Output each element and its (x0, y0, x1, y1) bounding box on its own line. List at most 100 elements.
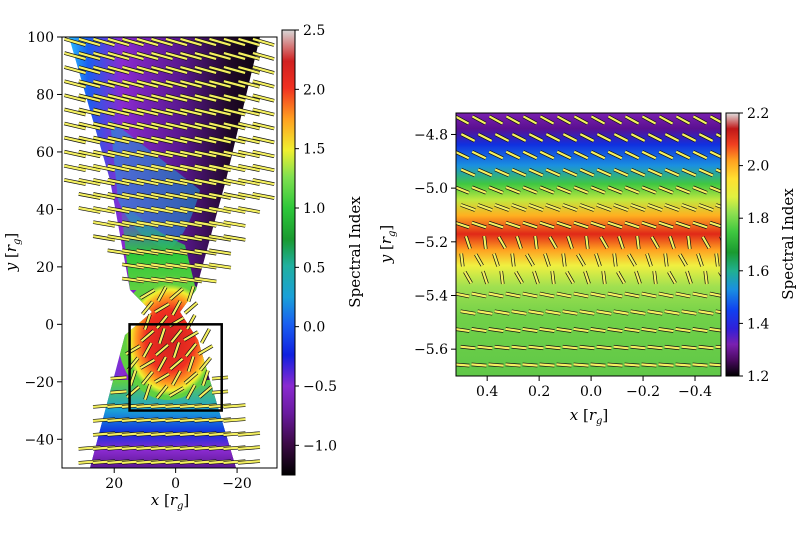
left-polarization-tick-fill (78, 37, 101, 47)
left-polarization-tick-fill (194, 206, 217, 214)
right-polarization-tick-fill (522, 115, 538, 125)
right-polarization-tick-fill (675, 221, 691, 229)
right-polarization-tick-fill (494, 310, 510, 315)
right-polarization-tick-fill (641, 292, 657, 298)
left-polarization-tick-fill (110, 376, 127, 380)
left-polarization-tick-fill (208, 263, 232, 269)
left-polarization-tick-fill (107, 66, 130, 74)
right-polarization-tick-fill (594, 253, 602, 267)
left-y-tick-label: −40 (24, 432, 54, 448)
left-polarization-tick-fill (194, 235, 217, 241)
right-polarization-tick-fill (596, 203, 612, 212)
left-polarization-tick-fill (78, 94, 101, 102)
right-y-axis-label: y [rg] (377, 225, 398, 265)
left-polarization-tick-fill (194, 221, 217, 227)
right-polarization-tick-fill (471, 115, 487, 125)
right-polarization-tick-fill (675, 363, 691, 367)
left-colorbar-tick-label: 0.0 (303, 320, 325, 336)
right-polarization-tick-fill (647, 203, 663, 212)
left-polarization-tick-fill (237, 432, 261, 436)
left-polarization-tick-fill (140, 329, 155, 343)
left-x-tick-label: 20 (105, 476, 123, 492)
left-polarization-tick-fill (136, 249, 159, 255)
left-polarization-tick-fill (78, 192, 101, 200)
left-polarization-tick-fill (136, 136, 159, 144)
right-polarization-tick-fill (658, 186, 674, 194)
right-polarization-tick-fill (698, 133, 714, 142)
left-polarization-tick (180, 475, 202, 477)
left-polarization-tick-fill (78, 136, 101, 144)
left-polarization-tick-fill (180, 80, 202, 88)
left-polarization-tick-fill (136, 235, 159, 241)
left-polarization-tick-fill (223, 122, 246, 130)
left-polarization-tick-fill (252, 94, 275, 102)
left-polarization-tick-fill (93, 122, 115, 130)
left-polarization-tick-fill (136, 150, 159, 158)
left-polarization-tick-fill (78, 164, 101, 172)
right-polarization-tick-fill (658, 221, 674, 229)
left-y-tick-label: −20 (24, 375, 54, 391)
left-polarization-tick-fill (151, 136, 173, 144)
left-polarization-tick-fill (165, 164, 188, 172)
left-polarization-tick-fill (92, 206, 116, 214)
left-polarization-tick-fill (238, 122, 260, 130)
left-polarization-tick-fill (180, 94, 202, 102)
right-polarization-tick-fill (551, 270, 555, 285)
left-polarization-tick-fill (238, 51, 260, 61)
left-colorbar-tick-label: −1.0 (303, 438, 337, 454)
left-polarization-tick-fill (179, 206, 203, 214)
left-polarization-tick-fill (165, 178, 188, 186)
right-polarization-tick-fill (477, 203, 493, 212)
left-polarization-tick-fill (211, 376, 229, 380)
left-axes-frame (61, 36, 278, 469)
right-polarization-tick-fill (522, 327, 538, 333)
left-polarization-tick-fill (180, 37, 202, 47)
right-polarization-tick-fill (528, 168, 544, 177)
left-polarization-tick-fill (171, 300, 182, 316)
left-polarization-tick-fill (223, 235, 246, 241)
right-polarization-tick-fill (630, 310, 646, 315)
right-polarization-tick-fill (488, 292, 504, 298)
right-polarization-tick-fill (460, 203, 476, 212)
left-polarization-tick-fill (253, 475, 275, 477)
right-colorbar-tick-label: 2.2 (747, 106, 769, 122)
right-polarization-tick-fill (579, 345, 595, 350)
left-polarization-tick-fill (223, 37, 246, 47)
right-polarization-tick-fill (590, 150, 606, 160)
left-polarization-tick-fill (194, 80, 217, 88)
left-polarization-tick-fill (198, 385, 213, 399)
left-polarization-tick-fill (121, 235, 145, 241)
right-polarization-tick-fill (505, 186, 521, 194)
left-polarization-tick-fill (78, 178, 101, 186)
right-polarization-tick-fill (456, 292, 470, 298)
left-polarization-tick-fill (129, 370, 137, 386)
right-polarization-tick-fill (505, 115, 521, 125)
right-polarization-tick-fill (658, 115, 674, 125)
left-polarization-tick-fill (237, 206, 261, 214)
right-polarization-tick-fill (647, 345, 663, 350)
right-polarization-tick-fill (556, 150, 572, 160)
right-polarization-tick-fill (681, 203, 697, 212)
right-colorbar-ticks: 1.2 1.4 1.6 1.8 2.0 2.2 (739, 106, 769, 385)
left-polarization-tick-fill (136, 122, 159, 130)
left-polarization-tick-fill (194, 37, 217, 47)
right-polarization-tick-fill (607, 221, 623, 229)
left-polarization-tick-fill (194, 122, 217, 130)
left-polarization-tick-fill (223, 51, 246, 61)
right-polarization-tick-fill (562, 168, 578, 177)
left-polarization-tick-fill (78, 51, 101, 61)
left-polarization-tick-fill (223, 221, 246, 227)
right-polarization-tick-fill (528, 310, 544, 315)
left-polarization-tick-fill (136, 94, 159, 102)
right-polarization-tick-fill (624, 186, 640, 194)
left-polarization-tick-fill (238, 164, 260, 172)
right-polarization-tick-fill (624, 115, 640, 125)
left-polarization-tick-fill (252, 178, 275, 186)
right-polarization-tick-fill (483, 235, 487, 250)
right-polarization-tick-fill (488, 363, 504, 367)
left-x-tick-label: 0 (171, 476, 180, 492)
left-polarization-tick-fill (252, 150, 275, 158)
left-polarization-tick-fill (64, 150, 86, 158)
left-polarization-tick-fill (122, 51, 144, 61)
left-polarization-tick-fill (63, 178, 87, 186)
